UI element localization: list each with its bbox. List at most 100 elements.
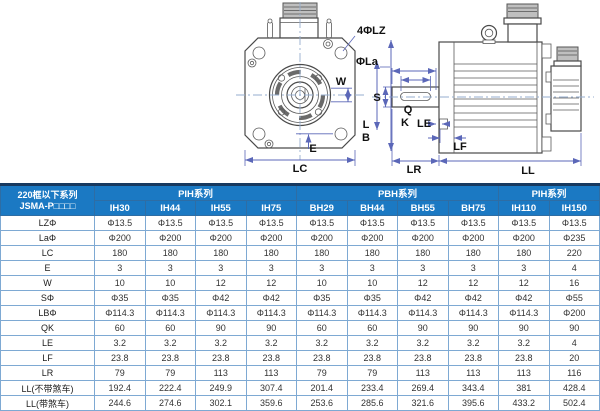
table-row: LaΦ Φ200 Φ200 Φ200 Φ200 Φ200 Φ200 Φ200 Φ200 Φ200 Φ… <box>0 230 600 246</box>
value-cell: 23.8 <box>296 350 348 366</box>
value-cell: 23.8 <box>144 350 196 366</box>
model-header: IH44 <box>144 200 196 216</box>
value-cell: Φ35 <box>144 290 196 306</box>
dimension-drawings: 4ΦLZ ΦLa W E LC S Q K L B LE LF LR LL <box>236 2 594 177</box>
model-header: IH30 <box>94 200 146 216</box>
encoder-housing <box>545 65 582 132</box>
spec-table-section: 220框以下系列 JSMA-P□□□□ PIH系列 PBH系列 PIH系列 IH30 IH4… <box>0 183 600 411</box>
value-cell: 249.9 <box>195 380 247 396</box>
value-cell: Φ114.3 <box>498 305 550 321</box>
value-cell: 60 <box>296 320 348 336</box>
value-cell: 180 <box>296 245 348 261</box>
table-row: LL(不带煞车) 192.4 222.4 249.9 307.4 201.4 233.4 26… <box>0 380 600 396</box>
value-cell: Φ55 <box>548 290 600 306</box>
dimension-labels: 4ΦLZ ΦLa W E LC S Q K L B LE LF LR LL <box>293 25 535 177</box>
value-cell: 180 <box>397 245 449 261</box>
row-label: LL(带煞车) <box>0 395 95 411</box>
row-label: W <box>0 275 95 291</box>
value-cell: Φ200 <box>498 230 550 246</box>
row-label: LBΦ <box>0 305 95 321</box>
value-cell: 23.8 <box>397 350 449 366</box>
value-cell: 220 <box>548 245 600 261</box>
value-cell: 10 <box>94 275 146 291</box>
row-label: QK <box>0 320 95 336</box>
value-cell: Φ114.3 <box>245 305 297 321</box>
value-cell: 23.8 <box>447 350 499 366</box>
value-cell: 12 <box>397 275 449 291</box>
value-cell: Φ200 <box>346 230 398 246</box>
dim-label-w: W <box>336 76 347 88</box>
value-cell: 79 <box>296 365 348 381</box>
value-cell: 285.6 <box>346 395 398 411</box>
header-row-series: 220框以下系列 JSMA-P□□□□ PIH系列 PBH系列 PIH系列 <box>0 184 600 216</box>
mounting-pin-right <box>326 18 332 39</box>
table-row: W 10 10 12 12 10 10 12 12 12 16 <box>0 275 600 291</box>
keyway-slot <box>400 92 431 101</box>
value-cell: 60 <box>346 320 398 336</box>
value-cell: Φ13.5 <box>144 215 196 231</box>
table-row: LC 180 180 180 180 180 180 180 180 180 220 <box>0 245 600 261</box>
value-cell: Φ114.3 <box>94 305 146 321</box>
value-cell: 116 <box>548 365 600 381</box>
value-cell: 3 <box>296 260 348 276</box>
dimension-spec-table: 220框以下系列 JSMA-P□□□□ PIH系列 PBH系列 PIH系列 IH30 IH4… <box>0 183 600 411</box>
value-cell: 90 <box>245 320 297 336</box>
encoder-connector <box>553 46 582 67</box>
side-view <box>372 3 594 154</box>
model-header: IH150 <box>548 200 600 216</box>
value-cell: Φ235 <box>548 230 600 246</box>
value-cell: 381 <box>498 380 550 396</box>
value-cell: Φ200 <box>296 230 348 246</box>
value-cell: 3 <box>245 260 297 276</box>
series-corner-line1: 220框以下系列 <box>17 189 78 200</box>
model-header: IH110 <box>498 200 550 216</box>
row-label: LZΦ <box>0 215 95 231</box>
value-cell: 113 <box>498 365 550 381</box>
value-cell: 90 <box>447 320 499 336</box>
value-cell: 307.4 <box>245 380 297 396</box>
value-cell: 244.6 <box>94 395 146 411</box>
value-cell: Φ114.3 <box>447 305 499 321</box>
series-group-header: PIH系列 <box>94 184 297 201</box>
value-cell: 222.4 <box>144 380 196 396</box>
value-cell: Φ114.3 <box>144 305 196 321</box>
model-header: IH75 <box>245 200 297 216</box>
dim-label-s: S <box>373 92 380 104</box>
mounting-pin-left <box>267 18 273 39</box>
value-cell: 4 <box>548 260 600 276</box>
value-cell: Φ114.3 <box>397 305 449 321</box>
model-header: BH44 <box>346 200 398 216</box>
value-cell: Φ200 <box>397 230 449 246</box>
value-cell: Φ13.5 <box>346 215 398 231</box>
eyebolt <box>480 24 498 44</box>
row-label: LC <box>0 245 95 261</box>
value-cell: 3.2 <box>144 335 196 351</box>
row-label: SΦ <box>0 290 95 306</box>
series-corner-header: 220框以下系列 JSMA-P□□□□ <box>0 184 95 216</box>
dim-label-lb-l: L <box>363 119 370 131</box>
table-row: LF 23.8 23.8 23.8 23.8 23.8 23.8 23.8 23.8 23.8 20 <box>0 350 600 366</box>
dim-label-lb-b: B <box>362 132 370 144</box>
model-header: BH29 <box>296 200 348 216</box>
value-cell: 3.2 <box>346 335 398 351</box>
row-label: LL(不带煞车) <box>0 380 95 396</box>
table-row: LE 3.2 3.2 3.2 3.2 3.2 3.2 3.2 3.2 3.2 4 <box>0 335 600 351</box>
value-cell: 23.8 <box>94 350 146 366</box>
value-cell: 180 <box>144 245 196 261</box>
table-row: LBΦ Φ114.3 Φ114.3 Φ114.3 Φ114.3 Φ114.3 Φ114.3 Φ… <box>0 305 600 321</box>
row-label: LE <box>0 335 95 351</box>
dim-label-4lz: 4ΦLZ <box>357 25 386 37</box>
value-cell: 3 <box>498 260 550 276</box>
value-cell: 3.2 <box>447 335 499 351</box>
value-cell: 274.6 <box>144 395 196 411</box>
value-cell: 10 <box>144 275 196 291</box>
value-cell: 23.8 <box>346 350 398 366</box>
value-cell: Φ35 <box>94 290 146 306</box>
value-cell: Φ13.5 <box>397 215 449 231</box>
value-cell: 3 <box>346 260 398 276</box>
value-cell: 428.4 <box>548 380 600 396</box>
value-cell: 12 <box>245 275 297 291</box>
value-cell: Φ200 <box>195 230 247 246</box>
value-cell: 113 <box>397 365 449 381</box>
dim-label-lc: LC <box>293 163 308 175</box>
